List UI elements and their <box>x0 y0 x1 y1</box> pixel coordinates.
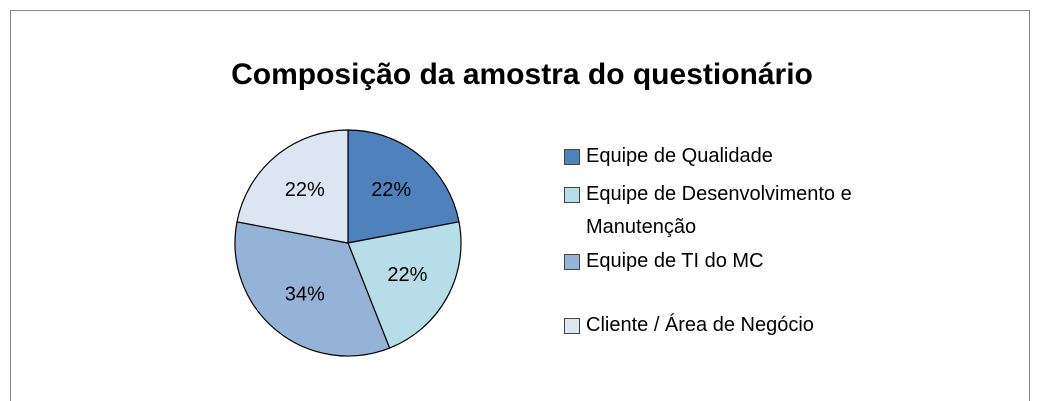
data-label: 22% <box>285 179 325 201</box>
pie-slice <box>347 129 460 244</box>
legend-label: Equipe de Desenvolvimento e Manutenção <box>586 183 852 238</box>
pie-slice <box>234 221 391 357</box>
legend-item: Equipe de TI do MC <box>564 245 924 278</box>
legend-item: Cliente / Área de Negócio <box>564 309 924 342</box>
chart-title: Composição da amostra do questionário <box>231 58 813 91</box>
legend-swatch <box>564 254 580 270</box>
legend-item: Equipe de Qualidade <box>564 140 924 173</box>
chart-border <box>10 10 1030 401</box>
legend-item: Equipe de Desenvolvimento e Manutenção <box>564 178 924 244</box>
legend: Equipe de Qualidade Equipe de Desenvolvim… <box>564 140 924 342</box>
legend-label: Equipe de Qualidade <box>586 145 773 167</box>
pie-slice <box>236 129 349 244</box>
data-label: 22% <box>387 264 427 286</box>
legend-label: Equipe de TI do MC <box>586 250 764 272</box>
legend-swatch <box>564 187 580 203</box>
pie-slice <box>347 221 462 349</box>
data-label: 22% <box>371 179 411 201</box>
legend-swatch <box>564 149 580 165</box>
legend-swatch <box>564 318 580 334</box>
data-label: 34% <box>285 284 325 306</box>
legend-label: Cliente / Área de Negócio <box>586 314 814 336</box>
